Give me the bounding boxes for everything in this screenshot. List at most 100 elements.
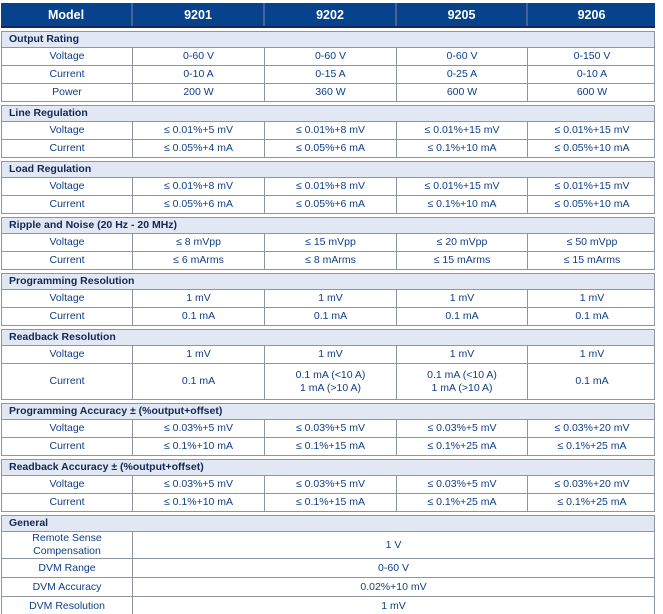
spec-label: Current [49,198,85,210]
spec-value: ≤ 0.03%+5 mV [396,476,527,493]
spec-label: Voltage [49,422,85,434]
spec-value: 200 W [132,84,264,101]
spec-value: 1 mV [132,346,264,363]
section-title: Readback Resolution [2,330,654,345]
spec-value: ≤ 15 mVpp [264,234,396,251]
spec-value: ≤ 0.05%+10 mA [527,140,656,157]
model-column-9206: 9206 [526,3,655,26]
section-title: Readback Accuracy ± (%output+offset) [2,460,654,475]
spec-row-dvm-accuracy: DVM Accuracy 0.02%+10 mV [2,577,654,596]
spec-value: 1 mV [264,290,396,307]
spec-value: ≤ 6 mArms [132,252,264,269]
spec-value-span: 1 V [132,532,654,558]
spec-value: 0.1 mA [264,308,396,325]
model-column-9202: 9202 [263,3,395,26]
spec-label: Voltage [49,478,85,490]
spec-value: ≤ 0.1%+10 mA [132,494,264,511]
spec-row-voltage: Voltage 0-60 V 0-60 V 0-60 V 0-150 V [2,47,654,65]
section-title: Ripple and Noise (20 Hz - 20 MHz) [2,218,654,233]
spec-value: ≤ 0.03%+5 mV [264,476,396,493]
spec-label: Current [49,68,85,80]
model-column-9205: 9205 [395,3,526,26]
spec-value: 0-60 V [132,48,264,65]
spec-row-current: Current ≤ 0.05%+4 mA ≤ 0.05%+6 mA ≤ 0.1%… [2,139,654,157]
spec-label: Voltage [49,50,85,62]
section-output-rating: Output Rating Voltage 0-60 V 0-60 V 0-60… [1,31,655,102]
spec-value: ≤ 0.01%+8 mV [264,178,396,195]
spec-row-dvm-resolution: DVM Resolution 1 mV [2,596,654,614]
spec-value: 1 mV [527,346,656,363]
spec-value: ≤ 0.05%+6 mA [132,196,264,213]
spec-value: ≤ 0.01%+15 mV [527,122,656,139]
spec-value: 0.1 mA [527,364,656,399]
spec-value: ≤ 20 mVpp [396,234,527,251]
section-load-regulation: Load Regulation Voltage ≤ 0.01%+8 mV ≤ 0… [1,161,655,214]
spec-value: 0-60 V [264,48,396,65]
spec-value: ≤ 0.1%+15 mA [264,494,396,511]
model-header-cell: Model [47,7,85,22]
section-programming-accuracy: Programming Accuracy ± (%output+offset) … [1,403,655,456]
spec-row-current: Current ≤ 0.1%+10 mA ≤ 0.1%+15 mA ≤ 0.1%… [2,493,654,511]
section-readback-accuracy: Readback Accuracy ± (%output+offset) Vol… [1,459,655,512]
section-title: Programming Resolution [2,274,654,289]
spec-value: ≤ 0.1%+10 mA [132,438,264,455]
spec-value: 0.1 mA [132,308,264,325]
section-title: Load Regulation [2,162,654,177]
section-programming-resolution: Programming Resolution Voltage 1 mV 1 mV… [1,273,655,326]
spec-value: ≤ 0.05%+10 mA [527,196,656,213]
spec-value: 1 mV [527,290,656,307]
spec-label: DVM Accuracy [32,580,102,593]
spec-label: Power [52,86,82,98]
spec-label: Voltage [49,124,85,136]
model-column-9201: 9201 [131,3,263,26]
spec-label: Current [49,254,85,266]
spec-value-span: 0-60 V [132,559,654,577]
section-line-regulation: Line Regulation Voltage ≤ 0.01%+5 mV ≤ 0… [1,105,655,158]
spec-label: Current [49,375,85,387]
spec-row-current: Current ≤ 0.05%+6 mA ≤ 0.05%+6 mA ≤ 0.1%… [2,195,654,213]
spec-value: ≤ 0.03%+20 mV [527,476,656,493]
spec-value: ≤ 0.1%+10 mA [396,196,527,213]
spec-value: 0-15 A [264,66,396,83]
spec-value: ≤ 0.03%+5 mV [132,420,264,437]
spec-value: ≤ 0.01%+15 mV [396,122,527,139]
spec-label: Current [49,310,85,322]
spec-value: 0.1 mA [396,308,527,325]
spec-value: ≤ 15 mArms [396,252,527,269]
spec-label: Voltage [49,292,85,304]
spec-row-current: Current ≤ 0.1%+10 mA ≤ 0.1%+15 mA ≤ 0.1%… [2,437,654,455]
spec-value: ≤ 0.01%+15 mV [396,178,527,195]
spec-value: ≤ 0.03%+20 mV [527,420,656,437]
spec-value: ≤ 0.03%+5 mV [132,476,264,493]
spec-value: ≤ 0.05%+6 mA [264,196,396,213]
spec-value: ≤ 50 mVpp [527,234,656,251]
spec-value: ≤ 8 mVpp [132,234,264,251]
spec-label: Current [49,142,85,154]
spec-value: 1 mV [132,290,264,307]
spec-label: Remote Sense Compensation [32,532,102,557]
spec-value: ≤ 0.03%+5 mV [264,420,396,437]
spec-row-voltage: Voltage ≤ 0.01%+5 mV ≤ 0.01%+8 mV ≤ 0.01… [2,121,654,139]
spec-value: ≤ 0.05%+4 mA [132,140,264,157]
spec-value: 600 W [396,84,527,101]
spec-row-voltage: Voltage ≤ 0.01%+8 mV ≤ 0.01%+8 mV ≤ 0.01… [2,177,654,195]
section-title: Output Rating [2,32,654,47]
spec-value: ≤ 15 mArms [527,252,656,269]
spec-value: 0.1 mA [132,364,264,399]
spec-value: 0-25 A [396,66,527,83]
spec-value: ≤ 0.1%+10 mA [396,140,527,157]
spec-value: 600 W [527,84,656,101]
section-general: General Remote Sense Compensation 1 V DV… [1,515,655,614]
spec-value: 0-10 A [527,66,656,83]
spec-label: DVM Resolution [29,599,105,612]
spec-value: 0.1 mA (<10 A) 1 mA (>10 A) [396,364,527,399]
spec-value: 0.1 mA [527,308,656,325]
spec-row-voltage: Voltage 1 mV 1 mV 1 mV 1 mV [2,289,654,307]
spec-value: ≤ 0.01%+5 mV [132,122,264,139]
spec-row-current: Current ≤ 6 mArms ≤ 8 mArms ≤ 15 mArms ≤… [2,251,654,269]
spec-value: ≤ 0.1%+25 mA [396,438,527,455]
spec-label: Current [49,496,85,508]
spec-value: 1 mV [396,346,527,363]
spec-row-current: Current 0-10 A 0-15 A 0-25 A 0-10 A [2,65,654,83]
spec-label: Current [49,440,85,452]
